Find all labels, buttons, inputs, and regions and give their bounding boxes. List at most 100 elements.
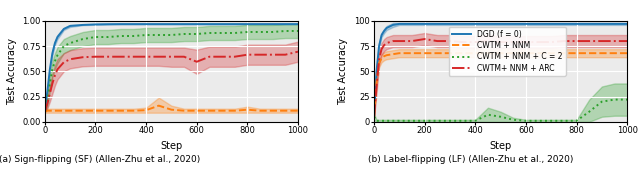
DGD (f = 0): [420, 23, 428, 25]
CWTM+ NNM + ARC: [389, 40, 397, 42]
CWTM + NNM: [168, 109, 175, 111]
DGD (f = 0): [117, 23, 125, 25]
CWTM+ NNM + ARC: [420, 38, 428, 40]
CWTM+ NNM + ARC: [294, 51, 302, 53]
Line: DGD (f = 0): DGD (f = 0): [374, 24, 627, 117]
CWTM + NNM + C = 2: [231, 32, 239, 34]
DGD (f = 0): [92, 23, 99, 25]
CWTM + NNM: [459, 52, 467, 54]
CWTM + NNM: [54, 110, 61, 112]
CWTM + NNM: [389, 53, 397, 55]
DGD (f = 0): [484, 23, 492, 25]
CWTM + NNM + C = 2: [560, 120, 568, 122]
DGD (f = 0): [522, 23, 530, 25]
DGD (f = 0): [49, 52, 56, 54]
CWTM + NNM + C = 2: [269, 31, 276, 33]
CWTM + NNM + C = 2: [420, 120, 428, 122]
CWTM + NNM + C = 2: [547, 120, 555, 122]
Line: CWTM + NNM: CWTM + NNM: [45, 106, 298, 112]
CWTM + NNM: [380, 55, 388, 57]
X-axis label: Step: Step: [490, 141, 512, 151]
CWTM + NNM: [560, 52, 568, 54]
CWTM+ NNM + ARC: [509, 41, 517, 43]
CWTM + NNM: [611, 52, 618, 54]
CWTM + NNM: [372, 80, 380, 82]
DGD (f = 0): [142, 23, 150, 25]
CWTM + NNM + C = 2: [472, 120, 479, 122]
CWTM + NNM + C = 2: [623, 98, 631, 101]
CWTM + NNM + C = 2: [49, 68, 56, 70]
CWTM + NNM + C = 2: [155, 34, 163, 36]
Line: CWTM+ NNM + ARC: CWTM+ NNM + ARC: [374, 39, 627, 117]
CWTM + NNM + C = 2: [44, 101, 51, 103]
CWTM+ NNM + ARC: [117, 56, 125, 58]
CWTM + NNM + C = 2: [205, 32, 213, 34]
CWTM+ NNM + ARC: [46, 93, 54, 95]
CWTM + NNM + C = 2: [522, 120, 530, 122]
CWTM + NNM + C = 2: [294, 30, 302, 32]
CWTM + NNM + C = 2: [92, 36, 99, 38]
CWTM + NNM: [472, 52, 479, 54]
DGD (f = 0): [60, 28, 68, 30]
CWTM + NNM: [598, 52, 605, 54]
CWTM+ NNM + ARC: [193, 61, 200, 63]
CWTM + NNM + C = 2: [67, 42, 74, 44]
Line: CWTM + NNM + C = 2: CWTM + NNM + C = 2: [374, 100, 627, 121]
DGD (f = 0): [180, 23, 188, 25]
CWTM + NNM + C = 2: [375, 120, 383, 122]
CWTM + NNM: [282, 110, 289, 112]
CWTM+ NNM + ARC: [218, 56, 226, 58]
DGD (f = 0): [560, 23, 568, 25]
CWTM + NNM + C = 2: [117, 35, 125, 37]
DGD (f = 0): [46, 68, 54, 70]
CWTM + NNM: [205, 110, 213, 112]
CWTM + NNM: [396, 52, 403, 54]
CWTM + NNM + C = 2: [446, 120, 454, 122]
CWTM + NNM: [117, 110, 125, 112]
Line: CWTM + NNM + C = 2: CWTM + NNM + C = 2: [45, 31, 298, 112]
CWTM + NNM + C = 2: [378, 120, 385, 122]
CWTM+ NNM + ARC: [408, 40, 416, 42]
CWTM + NNM: [535, 52, 543, 54]
CWTM+ NNM + ARC: [459, 41, 467, 43]
CWTM+ NNM + ARC: [129, 56, 137, 58]
CWTM+ NNM + ARC: [67, 58, 74, 60]
DGD (f = 0): [41, 111, 49, 113]
CWTM + NNM + C = 2: [180, 33, 188, 35]
CWTM+ NNM + ARC: [269, 54, 276, 56]
DGD (f = 0): [459, 23, 467, 25]
CWTM + NNM + C = 2: [256, 31, 264, 33]
CWTM + NNM: [375, 62, 383, 64]
CWTM + NNM + C = 2: [218, 32, 226, 34]
DGD (f = 0): [573, 23, 580, 25]
CWTM + NNM: [51, 110, 59, 112]
CWTM + NNM + C = 2: [433, 120, 441, 122]
CWTM+ NNM + ARC: [231, 56, 239, 58]
DGD (f = 0): [282, 23, 289, 25]
DGD (f = 0): [54, 36, 61, 38]
CWTM + NNM: [383, 54, 390, 56]
CWTM+ NNM + ARC: [383, 42, 390, 44]
CWTM+ NNM + ARC: [375, 58, 383, 60]
CWTM+ NNM + ARC: [282, 54, 289, 56]
DGD (f = 0): [611, 23, 618, 25]
CWTM+ NNM + ARC: [497, 41, 504, 43]
CWTM + NNM: [522, 52, 530, 54]
CWTM+ NNM + ARC: [54, 68, 61, 70]
CWTM + NNM: [129, 110, 137, 112]
Line: DGD (f = 0): DGD (f = 0): [45, 24, 298, 112]
CWTM + NNM: [497, 52, 504, 54]
CWTM + NNM + C = 2: [380, 120, 388, 122]
DGD (f = 0): [51, 42, 59, 44]
DGD (f = 0): [205, 23, 213, 25]
CWTM+ NNM + ARC: [378, 48, 385, 50]
CWTM+ NNM + ARC: [484, 40, 492, 42]
CWTM + NNM + C = 2: [598, 101, 605, 103]
CWTM + NNM + C = 2: [129, 35, 137, 37]
CWTM + NNM: [378, 57, 385, 59]
DGD (f = 0): [193, 23, 200, 25]
CWTM+ NNM + ARC: [79, 56, 86, 58]
CWTM+ NNM + ARC: [586, 40, 593, 42]
CWTM+ NNM + ARC: [92, 56, 99, 58]
CWTM + NNM: [92, 110, 99, 112]
